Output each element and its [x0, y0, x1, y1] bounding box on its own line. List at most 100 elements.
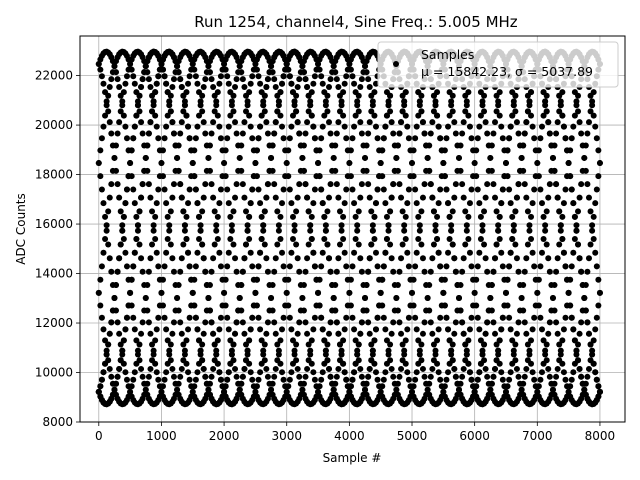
data-point — [228, 351, 235, 358]
data-point — [122, 123, 129, 130]
data-point — [441, 302, 448, 309]
data-point — [419, 119, 426, 126]
data-point — [224, 186, 231, 193]
data-point — [222, 276, 229, 283]
data-point — [354, 102, 361, 109]
data-point — [346, 388, 353, 395]
data-point — [200, 330, 207, 337]
data-point — [434, 360, 441, 367]
data-point — [145, 181, 152, 188]
data-point — [584, 130, 591, 137]
data-point — [192, 73, 199, 80]
data-point — [415, 112, 422, 119]
data-point — [349, 376, 356, 383]
data-point — [302, 268, 309, 275]
data-point — [169, 255, 176, 262]
data-point — [329, 167, 336, 174]
data-point — [185, 326, 192, 333]
data-point — [244, 98, 251, 105]
data-point — [272, 365, 279, 372]
data-point — [521, 319, 528, 326]
data-point — [543, 357, 550, 364]
data-point — [589, 227, 596, 234]
data-point — [227, 236, 234, 243]
data-point — [167, 208, 174, 215]
data-point — [501, 302, 508, 309]
data-point — [113, 282, 120, 289]
data-point — [236, 294, 243, 301]
data-point — [283, 289, 290, 296]
data-point — [495, 222, 502, 229]
data-point — [551, 167, 558, 174]
data-point — [434, 213, 441, 220]
data-point — [161, 376, 168, 383]
data-point — [576, 194, 583, 201]
data-point — [429, 255, 436, 262]
data-point — [429, 330, 436, 337]
data-point — [326, 330, 333, 337]
data-point — [280, 73, 287, 80]
data-point — [368, 108, 375, 115]
data-point — [160, 173, 166, 180]
data-point — [164, 337, 171, 344]
data-point — [268, 294, 275, 301]
data-point — [470, 302, 477, 309]
data-point — [257, 249, 264, 256]
data-point — [158, 160, 165, 167]
data-point — [488, 380, 495, 387]
data-point — [216, 123, 223, 130]
data-point — [274, 208, 281, 215]
data-point — [288, 249, 295, 256]
data-point — [119, 347, 126, 354]
data-point — [535, 302, 542, 309]
data-point — [199, 357, 206, 364]
data-point — [172, 142, 179, 149]
data-point — [106, 330, 113, 337]
data-point — [383, 236, 390, 243]
data-point — [465, 213, 472, 220]
data-point — [138, 194, 145, 201]
data-point — [349, 314, 356, 321]
data-point — [535, 173, 542, 180]
data-point — [341, 249, 348, 256]
data-point — [224, 73, 231, 80]
data-point — [152, 89, 159, 96]
data-point — [349, 73, 356, 80]
plot-frame — [79, 35, 626, 423]
data-point — [413, 123, 420, 130]
data-point — [372, 200, 379, 207]
data-point — [291, 222, 298, 229]
data-point — [578, 319, 585, 326]
data-point — [189, 61, 196, 68]
data-point — [343, 263, 350, 270]
data-point — [120, 337, 127, 344]
data-point — [117, 357, 124, 364]
data-point — [169, 365, 176, 372]
data-point — [150, 222, 157, 229]
data-point — [418, 208, 425, 215]
data-point — [556, 241, 563, 248]
data-point — [559, 337, 566, 344]
data-point — [352, 360, 359, 367]
data-point — [216, 249, 223, 256]
data-point — [474, 186, 481, 193]
data-point — [430, 208, 437, 215]
data-point — [170, 130, 177, 137]
data-point — [230, 241, 237, 248]
data-point — [521, 268, 528, 275]
data-point — [152, 236, 159, 243]
data-point — [244, 347, 251, 354]
data-point — [490, 373, 497, 380]
data-point — [302, 76, 309, 83]
data-point — [217, 73, 224, 80]
data-point — [549, 154, 556, 161]
data-point — [407, 276, 414, 283]
data-point — [253, 147, 260, 154]
data-point — [562, 314, 569, 321]
data-point — [186, 314, 193, 321]
data-point — [479, 351, 486, 358]
data-point — [383, 337, 390, 344]
data-point — [451, 119, 458, 126]
data-point — [459, 130, 466, 137]
data-point — [380, 263, 387, 270]
